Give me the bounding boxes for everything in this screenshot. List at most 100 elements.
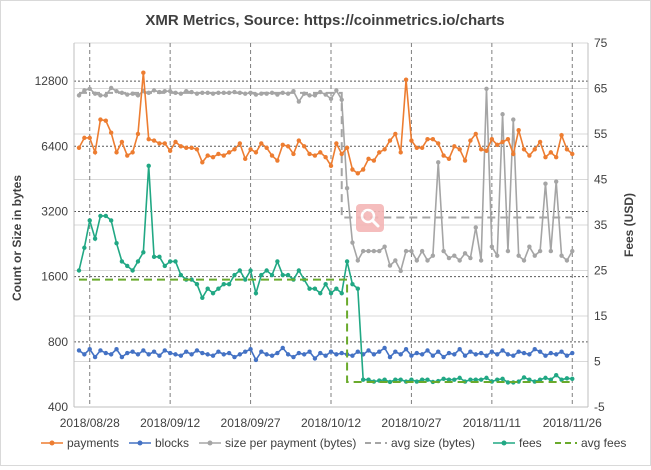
point-blocks-1: [82, 352, 87, 357]
point-size-per-payment-bytes-68: [441, 248, 446, 254]
point-blocks-42: [301, 352, 307, 357]
x-tick-2018/09/27: 2018/09/27: [221, 416, 281, 430]
point-fees-45: [318, 291, 323, 296]
point-payments-43: [307, 151, 312, 157]
legend-item-avg-fees: avg fees: [555, 436, 626, 450]
point-size-per-payment-bytes-15: [157, 89, 162, 95]
point-blocks-91: [564, 353, 570, 358]
point-size-per-payment-bytes-30: [237, 90, 243, 96]
point-fees-27: [221, 281, 226, 287]
zoom-button[interactable]: [356, 204, 384, 232]
tick-labels: 400 800 1600 3200 6400 12800 -5 5 15 25 35 45 55 65 75…: [35, 36, 608, 430]
point-payments-35: [264, 145, 269, 150]
point-blocks-51: [350, 353, 355, 358]
point-payments-81: [511, 151, 516, 157]
point-blocks-38: [280, 345, 285, 351]
point-size-per-payment-bytes-51: [350, 240, 355, 245]
point-payments-38: [280, 142, 285, 148]
point-payments-50: [344, 145, 350, 150]
point-size-per-payment-bytes-89: [553, 179, 559, 184]
point-fees-64: [419, 377, 425, 382]
point-payments-32: [248, 147, 253, 152]
point-size-per-payment-bytes-56: [377, 248, 382, 254]
point-payments-75: [478, 147, 484, 152]
point-fees-75: [478, 377, 484, 382]
point-size-per-payment-bytes-88: [548, 248, 554, 254]
point-blocks-39: [285, 352, 291, 357]
point-payments-20: [184, 145, 189, 150]
point-blocks-8: [119, 354, 125, 360]
point-payments-85: [532, 147, 537, 152]
point-blocks-6: [108, 352, 114, 357]
point-blocks-87: [543, 353, 548, 358]
point-blocks-41: [296, 350, 302, 356]
point-fees-71: [457, 375, 462, 381]
point-fees-54: [366, 377, 371, 382]
point-fees-29: [232, 272, 237, 278]
point-fees-84: [527, 377, 532, 382]
x-tick-2018/10/27: 2018/10/27: [381, 416, 441, 430]
legend-label-blocks: blocks: [155, 436, 189, 450]
point-size-per-payment-bytes-66: [430, 253, 436, 258]
point-blocks-37: [275, 350, 280, 356]
point-blocks-69: [446, 350, 452, 356]
legend-label-avg-size-bytes: avg size (bytes): [391, 436, 475, 450]
point-fees-41: [296, 268, 302, 273]
point-blocks-0: [76, 348, 82, 353]
point-blocks-20: [184, 349, 189, 354]
point-payments-72: [462, 158, 468, 163]
point-size-per-payment-bytes-70: [452, 253, 457, 258]
point-size-per-payment-bytes-3: [92, 91, 98, 96]
point-payments-68: [441, 153, 446, 158]
point-size-per-payment-bytes-63: [414, 258, 419, 263]
point-blocks-11: [135, 352, 141, 357]
point-fees-79: [500, 376, 505, 381]
point-blocks-46: [323, 353, 328, 358]
point-fees-19: [178, 272, 184, 278]
point-blocks-79: [500, 348, 505, 353]
point-payments-40: [291, 151, 296, 157]
point-fees-53: [360, 377, 366, 382]
point-size-per-payment-bytes-59: [393, 258, 398, 263]
point-size-per-payment-bytes-9: [125, 92, 130, 97]
point-payments-70: [452, 144, 457, 149]
point-size-per-payment-bytes-6: [108, 85, 114, 91]
y-tick-right-65: 65: [594, 82, 608, 96]
point-fees-31: [243, 277, 248, 282]
point-size-per-payment-bytes-25: [210, 91, 216, 96]
point-blocks-26: [216, 349, 221, 354]
point-payments-14: [151, 138, 157, 143]
point-fees-59: [393, 377, 398, 382]
point-fees-24: [205, 286, 210, 291]
axes: [73, 43, 589, 408]
point-payments-77: [489, 137, 495, 142]
point-size-per-payment-bytes-22: [194, 91, 200, 96]
point-blocks-24: [205, 352, 210, 357]
point-blocks-27: [221, 352, 226, 357]
point-size-per-payment-bytes-76: [484, 86, 489, 91]
point-blocks-29: [232, 354, 237, 360]
point-fees-11: [135, 259, 141, 264]
point-fees-68: [441, 376, 446, 381]
point-size-per-payment-bytes-54: [366, 248, 371, 254]
point-blocks-59: [393, 349, 398, 354]
point-size-per-payment-bytes-67: [436, 160, 441, 165]
y-tick-right-55: 55: [594, 127, 608, 141]
point-size-per-payment-bytes-26: [216, 90, 221, 96]
point-blocks-7: [114, 346, 119, 352]
point-payments-87: [543, 154, 548, 160]
point-blocks-89: [553, 352, 559, 357]
legend-label-avg-fees: avg fees: [581, 436, 626, 450]
point-size-per-payment-bytes-11: [135, 93, 141, 98]
point-blocks-58: [387, 354, 393, 360]
point-payments-46: [323, 154, 328, 160]
point-blocks-33: [253, 357, 259, 363]
point-fees-58: [387, 379, 393, 385]
point-blocks-13: [146, 352, 151, 357]
point-size-per-payment-bytes-87: [543, 181, 548, 186]
point-fees-2: [87, 218, 92, 223]
point-payments-13: [146, 137, 151, 142]
point-payments-24: [205, 153, 210, 158]
point-size-per-payment-bytes-8: [119, 90, 125, 96]
point-size-per-payment-bytes-44: [312, 93, 318, 98]
